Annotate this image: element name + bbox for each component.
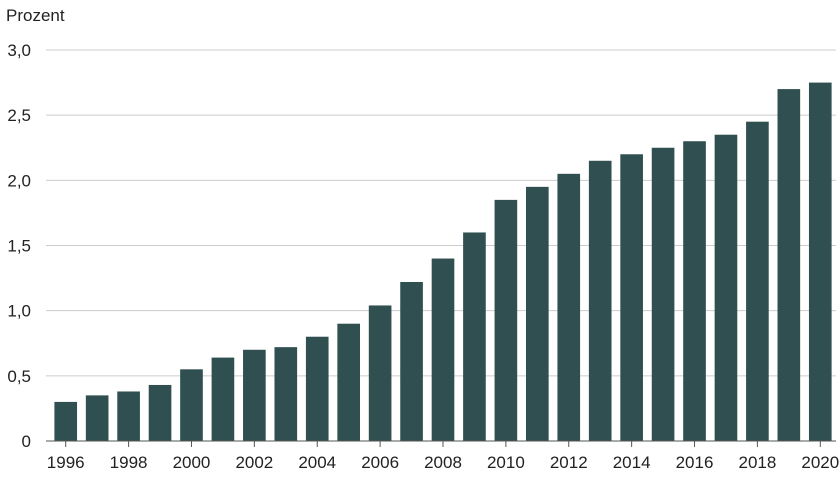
x-tick-label: 2012 xyxy=(550,453,588,472)
bar xyxy=(274,347,298,441)
bar xyxy=(85,395,109,441)
y-axis-unit-label: Prozent xyxy=(6,6,65,25)
bar xyxy=(808,82,832,441)
bar xyxy=(588,160,612,442)
y-tick-label: 3,0 xyxy=(7,41,31,60)
bar xyxy=(148,384,172,441)
bar xyxy=(305,336,329,441)
bar xyxy=(337,323,360,441)
x-tick-label: 2016 xyxy=(676,453,714,472)
x-tick-label: 2020 xyxy=(801,453,839,472)
x-tick-label: 2002 xyxy=(235,453,273,472)
bar xyxy=(368,305,392,441)
y-tick-label: 1,5 xyxy=(7,237,31,256)
bar xyxy=(243,349,266,441)
bar xyxy=(651,147,675,441)
bar xyxy=(180,369,203,441)
y-tick-label: 2,5 xyxy=(7,106,31,125)
y-tick-label: 0,5 xyxy=(7,367,31,386)
x-tick-label: 1996 xyxy=(47,453,85,472)
x-tick-label: 2006 xyxy=(361,453,399,472)
bar xyxy=(683,141,706,441)
x-tick-label: 2004 xyxy=(298,453,336,472)
x-tick-label: 2018 xyxy=(738,453,776,472)
bar xyxy=(620,154,643,441)
bar xyxy=(557,173,581,442)
bar xyxy=(400,281,423,441)
bar xyxy=(117,391,140,441)
x-tick-label: 2008 xyxy=(424,453,462,472)
x-tick-label: 1998 xyxy=(110,453,148,472)
y-tick-label: 2,0 xyxy=(7,171,31,190)
bar xyxy=(714,134,738,441)
y-tick-label: 1,0 xyxy=(7,302,31,321)
bar xyxy=(463,232,486,441)
x-tick-label: 2010 xyxy=(487,453,525,472)
bar xyxy=(54,401,78,441)
y-tick-label: 0 xyxy=(22,432,31,451)
bar xyxy=(431,258,455,441)
bar xyxy=(526,186,549,441)
bar xyxy=(746,121,769,441)
bar xyxy=(494,199,518,441)
x-tick-label: 2000 xyxy=(173,453,211,472)
bar xyxy=(211,357,235,441)
bar xyxy=(777,89,801,441)
x-tick-label: 2014 xyxy=(613,453,651,472)
